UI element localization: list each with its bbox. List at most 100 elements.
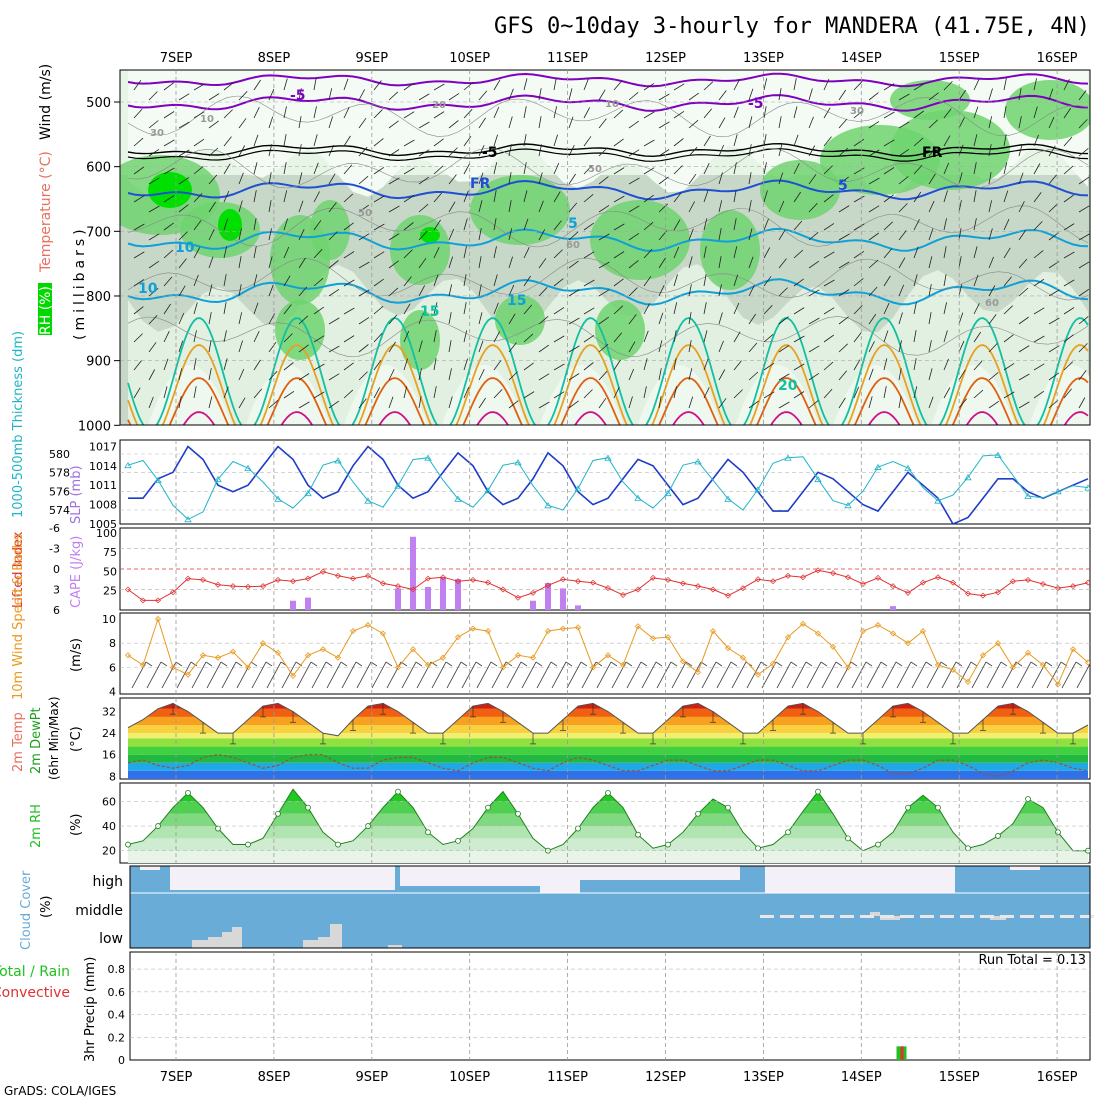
wind-speed-marker bbox=[214, 654, 222, 661]
wind-barb bbox=[1018, 401, 1030, 409]
wind-barb bbox=[313, 306, 325, 315]
wind-barb bbox=[418, 176, 430, 185]
wind-tick-label: 4 bbox=[109, 686, 116, 699]
wind-speed-marker bbox=[274, 649, 282, 656]
wind-barb bbox=[193, 165, 204, 175]
thickness-marker bbox=[184, 516, 192, 523]
wind-barb-flag bbox=[820, 661, 828, 667]
cape-bar bbox=[410, 536, 416, 610]
slp-tick-label: 1011 bbox=[89, 479, 117, 492]
wind-barb bbox=[283, 246, 290, 259]
precip-ylabel: 3hr Precip (mm) bbox=[83, 957, 98, 1062]
wind-barb bbox=[598, 89, 606, 101]
wind-barb bbox=[298, 401, 310, 409]
lifted-index-marker bbox=[860, 581, 866, 588]
wind-barb bbox=[718, 398, 727, 409]
wind-barb bbox=[703, 163, 710, 175]
upper-tick-label: 900 bbox=[86, 355, 111, 370]
cloud-ylabel: Cloud Cover bbox=[19, 870, 34, 950]
wind-barb bbox=[853, 386, 860, 399]
wind-barb bbox=[1003, 106, 1007, 119]
wind-speed-line bbox=[127, 617, 1089, 686]
wind-barb bbox=[928, 284, 932, 297]
lifted-index-marker bbox=[485, 579, 491, 586]
temp-band bbox=[128, 708, 1088, 717]
wind-barb bbox=[658, 149, 670, 157]
wind-barb bbox=[733, 274, 739, 287]
wind-speed-marker bbox=[454, 634, 462, 641]
wind-barb bbox=[208, 396, 213, 409]
wind-barb bbox=[718, 90, 727, 101]
thickness-marker bbox=[934, 497, 942, 504]
cape-tick-label: 25 bbox=[103, 585, 117, 598]
wind-barb bbox=[553, 363, 565, 371]
wind-barb-flag bbox=[1075, 661, 1083, 667]
lifted-index-marker bbox=[305, 575, 311, 582]
wind-barb bbox=[838, 89, 847, 101]
date-label-top: 14SEP bbox=[841, 51, 882, 66]
wind-barb bbox=[163, 111, 175, 119]
wind-barb bbox=[988, 116, 992, 129]
precip-tick-label: 0.6 bbox=[108, 986, 126, 999]
wind-barb bbox=[298, 172, 303, 185]
wind-barb bbox=[793, 163, 800, 175]
contour-label: -5 bbox=[290, 88, 306, 104]
wind-barb bbox=[148, 233, 160, 241]
wind-barb-flag bbox=[1091, 662, 1097, 666]
wind-barb bbox=[433, 274, 439, 287]
lifted-index-marker bbox=[1070, 583, 1076, 590]
wind-barb-10m bbox=[251, 661, 267, 689]
li-tick-label: -6 bbox=[49, 522, 60, 535]
thickness-marker bbox=[214, 475, 222, 483]
wind-barb-flag bbox=[835, 661, 843, 667]
slp-ticks: 580 578 576 574 1017 1014 1011 1008 1005 bbox=[49, 440, 117, 531]
cloud-mid-fill bbox=[960, 915, 974, 918]
wind-barb bbox=[1003, 218, 1010, 231]
cloud-panel: high middle low Cloud Cover (%) bbox=[19, 865, 1094, 950]
wind-barb bbox=[583, 251, 595, 259]
wind-barb bbox=[823, 136, 832, 147]
wind-barb bbox=[778, 144, 783, 157]
wind-speed-marker bbox=[154, 615, 162, 623]
wind-barb bbox=[163, 331, 170, 343]
wind-barb bbox=[553, 134, 558, 147]
temp-band bbox=[128, 754, 1088, 763]
wind-barb bbox=[493, 389, 503, 399]
temp-ticks: 32 24 16 8 bbox=[102, 706, 116, 784]
thickness-marker bbox=[604, 454, 612, 461]
wind-barb bbox=[358, 344, 369, 353]
wind-barb bbox=[778, 229, 786, 241]
wind-barb bbox=[583, 193, 594, 203]
wind-barb bbox=[253, 79, 261, 91]
wind-barb bbox=[688, 146, 698, 157]
lifted-index-marker bbox=[1040, 581, 1046, 588]
wind-barb bbox=[283, 162, 287, 175]
wind-barb-flag bbox=[895, 661, 903, 667]
lifted-index-marker bbox=[980, 592, 986, 599]
wind-barb bbox=[658, 121, 670, 129]
wind-barb bbox=[1018, 345, 1030, 353]
wind-barb bbox=[268, 284, 274, 297]
wind-barb bbox=[283, 304, 292, 315]
wind-barb bbox=[478, 256, 482, 269]
wind-barb bbox=[703, 108, 713, 119]
wind-barb bbox=[568, 345, 580, 353]
precip-tick-label: 0 bbox=[118, 1054, 125, 1067]
wind-barb bbox=[133, 251, 145, 259]
wind-barb bbox=[223, 302, 227, 315]
wind-barb bbox=[178, 121, 190, 129]
wind-barb bbox=[793, 249, 804, 259]
wind-barb-10m bbox=[701, 661, 717, 689]
rh-marker bbox=[815, 788, 821, 795]
wind-barb bbox=[748, 200, 752, 213]
lifted-index-marker bbox=[755, 576, 761, 583]
wind-barb bbox=[1033, 307, 1045, 315]
wind-barb bbox=[883, 386, 887, 399]
contour-label: 20 bbox=[778, 378, 798, 394]
wind-tick-label: 8 bbox=[109, 637, 116, 650]
wind-barb bbox=[988, 285, 996, 297]
wind-barb bbox=[523, 190, 528, 203]
wind-barb bbox=[748, 342, 758, 353]
precip-tick-label: 0.4 bbox=[108, 1009, 126, 1022]
wind-barb bbox=[943, 190, 948, 203]
